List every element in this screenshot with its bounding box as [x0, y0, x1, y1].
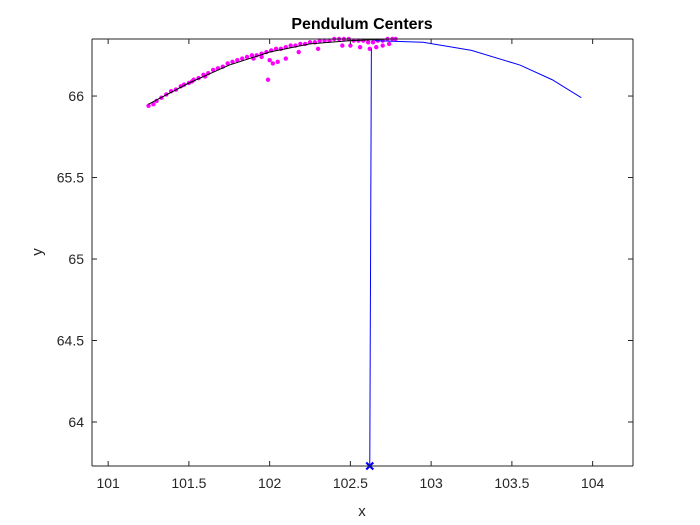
line-radius	[369, 48, 372, 467]
chart-title: Pendulum Centers	[291, 16, 432, 33]
scatter-point	[275, 59, 280, 65]
scatter-point	[322, 38, 327, 43]
scatter-point	[235, 57, 240, 63]
y-tick-label: 66	[68, 88, 84, 104]
x-tick-label: 103.5	[494, 475, 529, 491]
scatter-point	[348, 43, 353, 48]
scatter-point	[374, 44, 379, 50]
scatter-point	[239, 56, 245, 61]
scatter-point	[273, 46, 279, 51]
line-arc	[374, 40, 582, 99]
x-tick-label: 101.5	[171, 475, 206, 491]
x-tick-label: 103	[419, 475, 443, 491]
scatter-point	[298, 41, 303, 47]
scatter-point	[367, 46, 372, 51]
scatter-point	[315, 46, 321, 51]
scatter-point	[244, 54, 250, 60]
scatter-point	[230, 59, 235, 65]
scatter-point	[270, 61, 276, 66]
scatter-point	[249, 53, 255, 58]
scatter-point	[151, 101, 156, 107]
data-layer	[146, 36, 582, 471]
x-tick-label: 102	[258, 475, 282, 491]
x-axis-label: x	[358, 503, 366, 520]
scatter-point	[296, 49, 301, 55]
ticks-layer: 101 101.5 102 102.5 103 103.5 104 64 64.5 65 65.5 6…	[57, 39, 633, 491]
scatter-point	[365, 40, 371, 45]
y-tick-label: 64.5	[57, 333, 84, 349]
scatter-point	[340, 43, 345, 48]
scatter-point	[361, 38, 366, 43]
x-tick-label: 104	[581, 475, 605, 491]
scatter-point	[317, 38, 322, 43]
y-tick-label: 65	[68, 251, 84, 267]
axes-box	[91, 38, 634, 467]
x-tick-label: 101	[96, 475, 120, 491]
scatter-point	[327, 38, 332, 43]
scatter-point	[265, 77, 271, 82]
y-tick-label: 65.5	[57, 170, 84, 186]
scatter-point	[357, 44, 363, 50]
scatter-point	[283, 56, 288, 61]
scatter-point	[146, 103, 151, 109]
scatter-point	[288, 43, 293, 48]
y-axis-label: y	[29, 248, 46, 256]
x-tick-label: 102.5	[333, 475, 368, 491]
y-tick-label: 64	[68, 414, 84, 430]
scatter-point	[225, 61, 230, 66]
scatter-point	[386, 41, 392, 47]
scatter-point	[210, 67, 216, 73]
scatter-point	[380, 43, 385, 48]
scatter-point	[267, 57, 272, 63]
scatter-point	[370, 40, 376, 45]
plot-area	[92, 39, 633, 466]
scatter-point	[259, 54, 264, 60]
